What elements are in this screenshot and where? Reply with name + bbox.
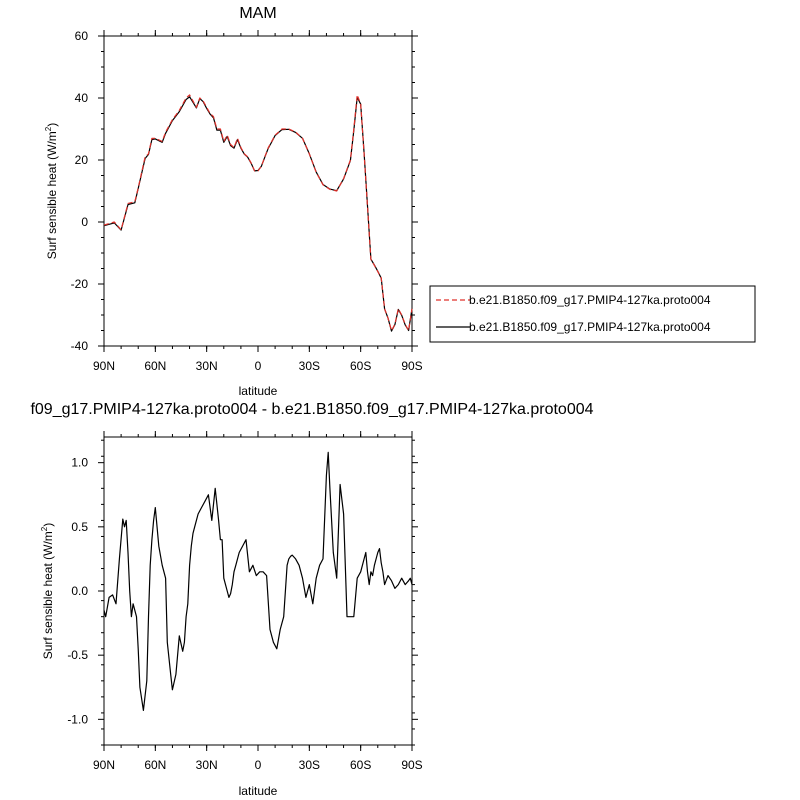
top-x-tick-label: 90N	[93, 359, 115, 373]
bottom-x-axis-label: latitude	[239, 784, 278, 798]
bottom-series-lines	[103, 451, 413, 712]
bottom-chart-title: f09_g17.PMIP4-127ka.proto004 - b.e21.B18…	[30, 401, 593, 418]
legend-box	[429, 285, 756, 343]
bottom-plot-frame	[103, 436, 413, 746]
bottom-y-tick-label: -1.0	[67, 712, 88, 726]
top-x-tick-label: 30N	[196, 359, 218, 373]
top-y-ticks: -40 -20 0 20 40 60	[71, 29, 418, 353]
bottom-y-tick-label: 0.5	[71, 520, 88, 534]
top-x-tick-label: 60S	[350, 359, 371, 373]
top-series-lines	[103, 94, 413, 332]
top-y-axis-label: Surf sensible heat (W/m2)	[44, 123, 59, 260]
bottom-x-tick-label: 60N	[144, 758, 166, 772]
top-y-tick-label: 40	[75, 91, 89, 105]
bottom-y-tick-label: 0.0	[71, 584, 88, 598]
top-series-line-2	[103, 96, 413, 332]
top-x-ticks: 90N 60N 30N 0 30S 60S 90S	[93, 30, 423, 373]
top-plot-frame	[103, 35, 413, 347]
top-y-tick-label: 0	[81, 215, 88, 229]
bottom-x-tick-label: 30S	[299, 758, 320, 772]
legend: b.e21.B1850.f09_g17.PMIP4-127ka.proto004…	[429, 285, 756, 343]
top-y-tick-label: 60	[75, 29, 89, 43]
bottom-y-tick-label: -0.5	[67, 648, 88, 662]
legend-entry-1: b.e21.B1850.f09_g17.PMIP4-127ka.proto004	[469, 293, 711, 307]
bottom-x-tick-label: 0	[255, 758, 262, 772]
top-x-tick-label: 60N	[144, 359, 166, 373]
bottom-panel: f09_g17.PMIP4-127ka.proto004 - b.e21.B18…	[30, 401, 593, 798]
bottom-x-tick-label: 90S	[401, 758, 422, 772]
bottom-x-tick-label: 90N	[93, 758, 115, 772]
bottom-y-axis-label: Surf sensible heat (W/m2)	[40, 523, 55, 660]
top-y-tick-label: -40	[71, 339, 89, 353]
top-y-tick-label: 20	[75, 153, 89, 167]
bottom-x-tick-label: 60S	[350, 758, 371, 772]
bottom-series-line-1	[103, 451, 413, 712]
bottom-x-ticks: 90N 60N 30N 0 30S 60S 90S	[93, 431, 423, 772]
top-y-tick-label: -20	[71, 277, 89, 291]
top-panel: MAM -40 -20 0 20 40 60 90N 60N 30N 0 30S 60S 90S la…	[44, 5, 756, 398]
bottom-x-tick-label: 30N	[196, 758, 218, 772]
top-x-axis-label: latitude	[239, 384, 278, 398]
top-x-tick-label: 30S	[299, 359, 320, 373]
top-x-tick-label: 0	[255, 359, 262, 373]
top-chart-title: MAM	[239, 5, 276, 22]
top-series-line-1	[103, 94, 413, 332]
bottom-y-tick-label: 1.0	[71, 456, 88, 470]
bottom-y-ticks: -1.0 -0.5 0.0 0.5 1.0	[67, 439, 418, 746]
legend-entry-2: b.e21.B1850.f09_g17.PMIP4-127ka.proto004	[469, 320, 711, 334]
top-x-tick-label: 90S	[401, 359, 422, 373]
